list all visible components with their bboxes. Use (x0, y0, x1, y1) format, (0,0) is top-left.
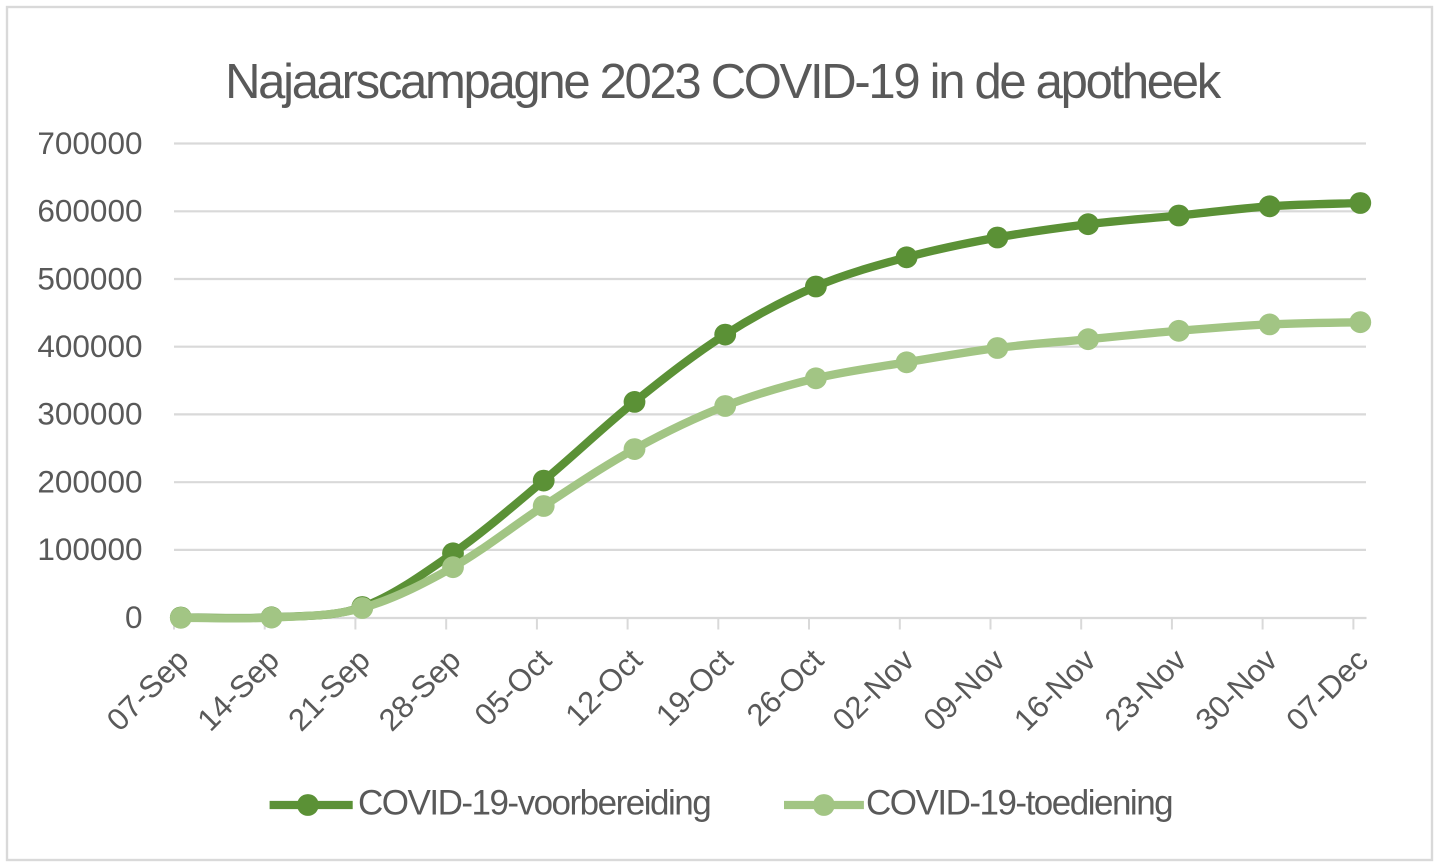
svg-text:28-Sep: 28-Sep (372, 642, 467, 737)
svg-text:23-Nov: 23-Nov (1098, 642, 1194, 738)
svg-text:500000: 500000 (37, 260, 142, 296)
svg-text:COVID-19-toediening: COVID-19-toediening (866, 783, 1172, 822)
svg-text:26-Oct: 26-Oct (740, 642, 831, 733)
svg-text:400000: 400000 (37, 328, 142, 364)
svg-text:700000: 700000 (37, 125, 142, 161)
svg-text:Najaarscampagne 2023 COVID-19: Najaarscampagne 2023 COVID-19 in de apot… (225, 55, 1222, 109)
svg-text:0: 0 (125, 599, 143, 635)
svg-text:14-Sep: 14-Sep (191, 642, 286, 737)
svg-text:600000: 600000 (37, 193, 142, 229)
svg-text:12-Oct: 12-Oct (558, 642, 649, 733)
svg-text:16-Nov: 16-Nov (1007, 642, 1103, 738)
svg-text:300000: 300000 (37, 396, 142, 432)
svg-text:30-Nov: 30-Nov (1189, 642, 1285, 738)
svg-text:19-Oct: 19-Oct (649, 642, 740, 733)
svg-text:21-Sep: 21-Sep (281, 642, 376, 737)
svg-text:07-Sep: 07-Sep (100, 642, 195, 737)
svg-text:COVID-19-voorbereiding: COVID-19-voorbereiding (358, 783, 710, 822)
svg-text:07-Dec: 07-Dec (1279, 642, 1374, 737)
svg-text:100000: 100000 (37, 531, 142, 567)
svg-text:02-Nov: 02-Nov (826, 642, 922, 738)
svg-text:09-Nov: 09-Nov (916, 642, 1012, 738)
svg-text:200000: 200000 (37, 464, 142, 500)
svg-text:05-Oct: 05-Oct (468, 642, 559, 733)
